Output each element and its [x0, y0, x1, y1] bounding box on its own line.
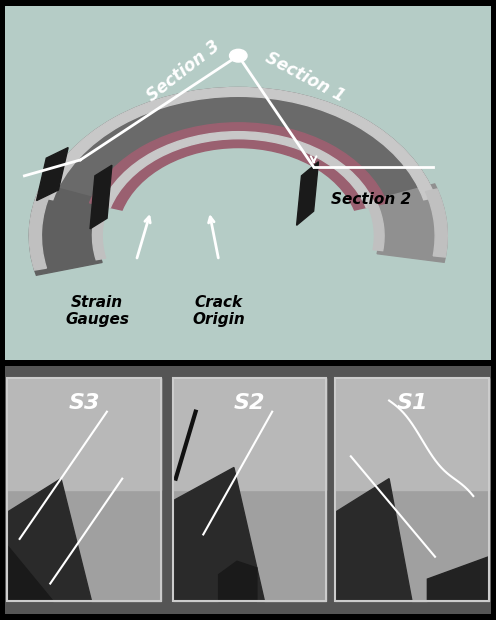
Polygon shape	[428, 557, 489, 601]
Polygon shape	[5, 366, 491, 614]
Wedge shape	[29, 184, 106, 275]
Polygon shape	[335, 479, 412, 601]
Wedge shape	[90, 123, 387, 210]
Text: Section 2: Section 2	[331, 192, 411, 207]
Polygon shape	[90, 166, 112, 229]
Polygon shape	[7, 378, 161, 490]
Polygon shape	[173, 467, 264, 601]
Wedge shape	[426, 189, 447, 257]
Text: Strain
Gauges: Strain Gauges	[65, 295, 129, 327]
Wedge shape	[371, 184, 447, 262]
Wedge shape	[41, 87, 435, 200]
Wedge shape	[92, 203, 109, 260]
Text: Crack
Origin: Crack Origin	[192, 295, 245, 327]
Polygon shape	[173, 378, 326, 601]
Wedge shape	[368, 203, 384, 250]
Polygon shape	[335, 378, 489, 490]
Wedge shape	[41, 87, 435, 210]
Wedge shape	[101, 131, 375, 208]
Polygon shape	[5, 6, 491, 360]
Circle shape	[230, 50, 247, 62]
Wedge shape	[29, 189, 51, 270]
Polygon shape	[173, 378, 326, 490]
Polygon shape	[7, 479, 92, 601]
Polygon shape	[335, 378, 489, 601]
Polygon shape	[7, 378, 161, 601]
Text: S3: S3	[68, 393, 100, 413]
Polygon shape	[297, 162, 318, 225]
Text: S2: S2	[234, 393, 265, 413]
Text: S1: S1	[396, 393, 428, 413]
Text: Section 3: Section 3	[143, 38, 224, 105]
Polygon shape	[37, 148, 68, 201]
Polygon shape	[219, 561, 257, 601]
Text: Section 1: Section 1	[262, 48, 348, 105]
Polygon shape	[7, 546, 54, 601]
